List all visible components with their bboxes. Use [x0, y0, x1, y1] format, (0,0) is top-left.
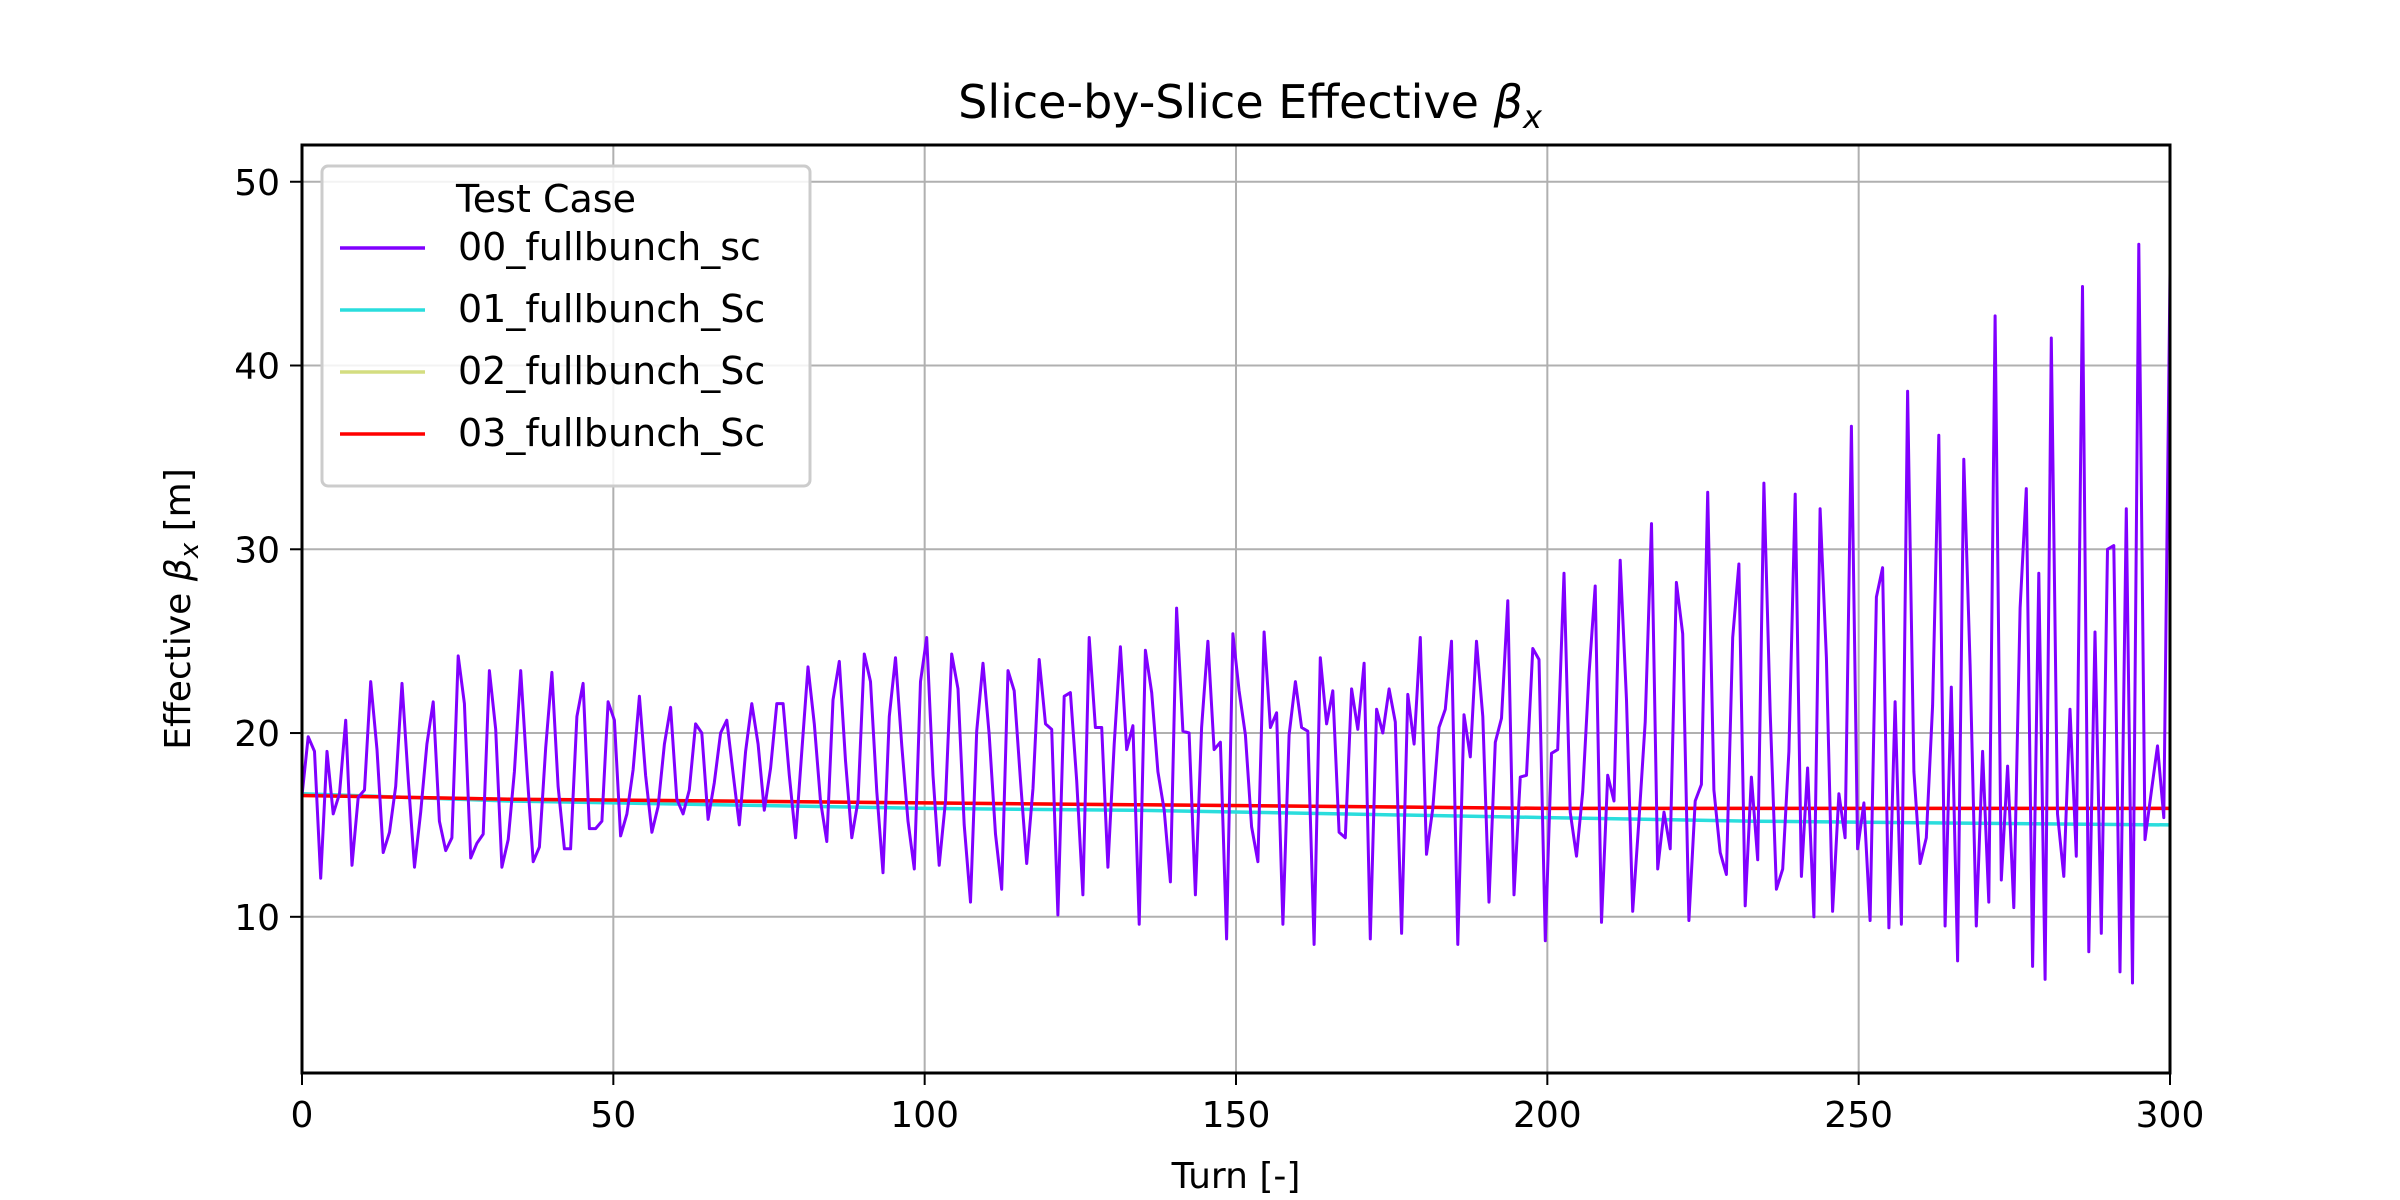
y-axis-ticks: 10 20 30 40 50 — [234, 163, 302, 939]
legend-box — [320, 164, 812, 488]
series-line-03_fullbunch_Sc — [301, 793, 2170, 811]
x-tick-label: 50 — [590, 1095, 636, 1136]
legend-entry: 02_fullbunch_Sc — [458, 349, 765, 393]
legend-entry: 01_fullbunch_Sc — [458, 287, 765, 331]
series-layer — [300, 242, 2172, 985]
chart-title-text: Slice-by-Slice Effective — [958, 75, 1493, 129]
x-tick-label: 100 — [890, 1095, 959, 1136]
x-tick-label: 150 — [1202, 1095, 1271, 1136]
x-tick-label: 250 — [1824, 1095, 1893, 1136]
y-axis-label-symbol: β — [158, 558, 199, 582]
y-tick-label: 20 — [234, 714, 280, 755]
x-tick-label: 0 — [291, 1095, 314, 1136]
x-tick-label: 200 — [1513, 1095, 1582, 1136]
y-tick-label: 40 — [234, 347, 280, 388]
legend-entry: 00_fullbunch_sc — [458, 225, 761, 269]
y-axis-label-text: Effective — [158, 581, 199, 750]
chart-title-sub: x — [1522, 98, 1543, 136]
y-axis-label-sub: x — [175, 542, 205, 559]
y-tick-label: 10 — [234, 898, 280, 939]
legend-items: 00_fullbunch_sc 01_fullbunch_Sc 02_fullbun… — [340, 225, 765, 455]
series-line-00_fullbunch_sc — [300, 242, 2172, 985]
y-axis-label: Effective βx [m] — [158, 468, 205, 750]
x-axis-label: Turn [-] — [1171, 1156, 1301, 1197]
y-tick-label: 30 — [234, 530, 280, 571]
legend-entry: 03_fullbunch_Sc — [458, 411, 765, 455]
y-axis-label-unit: [m] — [158, 468, 199, 543]
y-tick-label: 50 — [234, 163, 280, 204]
legend: Test Case 00_fullbunch_sc 01_fullbunch_Sc… — [320, 164, 812, 488]
chart-title: Slice-by-Slice Effective βx — [958, 75, 1543, 136]
legend-title: Test Case — [455, 177, 636, 221]
chart-title-symbol: β — [1493, 75, 1523, 129]
x-tick-label: 300 — [2136, 1095, 2205, 1136]
x-axis-ticks: 0 50 100 150 200 250 300 — [291, 1073, 2205, 1136]
